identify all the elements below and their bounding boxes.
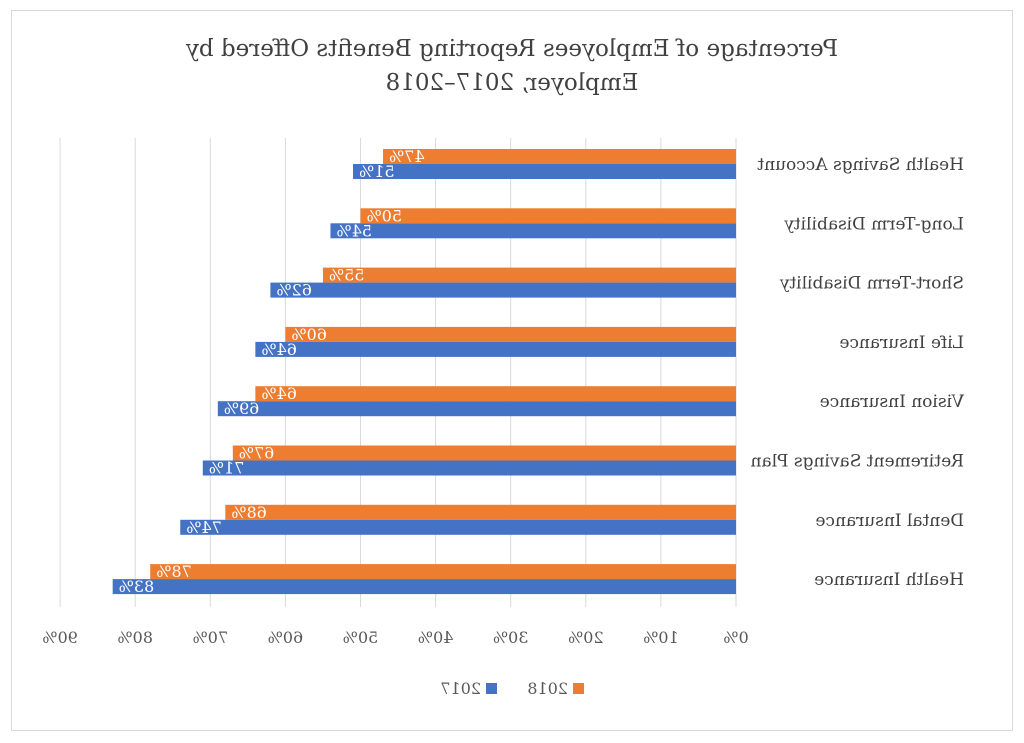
bar-2018-6 (225, 504, 736, 520)
data-label-2017: 51% (359, 162, 395, 181)
bar-2017-1 (330, 223, 736, 239)
data-label-2017: 74% (186, 518, 222, 537)
x-tick-label: 70% (193, 628, 229, 647)
category-label: Vision Insurance (820, 392, 965, 412)
bar-2018-2 (322, 267, 736, 283)
category-label: Health Insurance (814, 570, 964, 590)
data-label-2018: 60% (291, 325, 327, 344)
data-label-2017: 62% (276, 281, 312, 300)
category-label: Life Insurance (839, 333, 964, 353)
bar-2017-5 (202, 460, 736, 476)
x-tick-label: 20% (568, 628, 604, 647)
x-tick-label: 0% (723, 628, 748, 647)
x-tick-label: 40% (418, 628, 454, 647)
data-labels: 47%51%50%54%55%62%60%64%64%69%67%71%68%7… (119, 147, 425, 596)
data-label-2017: 69% (224, 399, 260, 418)
data-label-2017: 54% (336, 221, 372, 240)
category-label: Health Savings Account (757, 155, 964, 175)
bar-2017-2 (270, 282, 736, 298)
bar-2017-0 (352, 164, 736, 179)
chart-frame (11, 10, 1013, 731)
bar-2017-4 (217, 401, 736, 417)
legend-swatch-2017 (486, 683, 497, 694)
data-label-2017: 71% (209, 459, 245, 478)
x-tick-label: 80% (117, 628, 153, 647)
data-label-2018: 67% (239, 444, 275, 463)
data-label-2017: 83% (119, 577, 155, 596)
legend-label-2017: 2017 (440, 679, 481, 698)
chart-title-line-2: Employer, 2017–2018 (386, 70, 639, 96)
data-label-2018: 64% (261, 384, 297, 403)
bar-2018-7 (150, 564, 736, 580)
x-tick-label: 10% (643, 628, 679, 647)
x-axis-tick-labels: 0% 10% 20% 30% 40% 50% 60% 70% 80% 90% (42, 628, 748, 647)
data-label-2018: 50% (367, 206, 403, 225)
category-labels: Health Savings Account Long-Term Disabili… (751, 155, 965, 590)
chart-title-line-1: Percentage of Employees Reporting Benefi… (186, 36, 838, 62)
data-label-2018: 55% (329, 266, 365, 285)
bar-2017-3 (255, 341, 736, 357)
bar-2017-7 (112, 579, 736, 595)
bar-2018-5 (232, 445, 736, 461)
category-label: Retirement Savings Plan (751, 452, 964, 472)
legend: 2018 2017 (440, 679, 584, 698)
x-tick-label: 30% (493, 628, 529, 647)
bar-2018-4 (255, 386, 736, 402)
legend-swatch-2018 (573, 683, 584, 694)
category-label: Long-Term Disability (784, 214, 964, 234)
data-label-2018: 47% (389, 147, 425, 166)
bar-2018-1 (360, 208, 736, 224)
bar-2018-3 (285, 326, 736, 342)
x-tick-label: 90% (42, 628, 78, 647)
category-label: Dental Insurance (815, 511, 964, 531)
category-label: Short-Term Disability (779, 274, 964, 294)
data-label-2017: 64% (261, 340, 297, 359)
bar-2018-0 (383, 149, 736, 164)
bars (112, 149, 736, 595)
chart-title: Percentage of Employees Reporting Benefi… (186, 36, 838, 96)
data-label-2018: 68% (231, 503, 267, 522)
bar-2017-6 (180, 519, 736, 535)
data-label-2018: 78% (156, 562, 192, 581)
legend-label-2018: 2018 (527, 679, 568, 698)
x-tick-label: 50% (343, 628, 379, 647)
x-tick-label: 60% (268, 628, 304, 647)
